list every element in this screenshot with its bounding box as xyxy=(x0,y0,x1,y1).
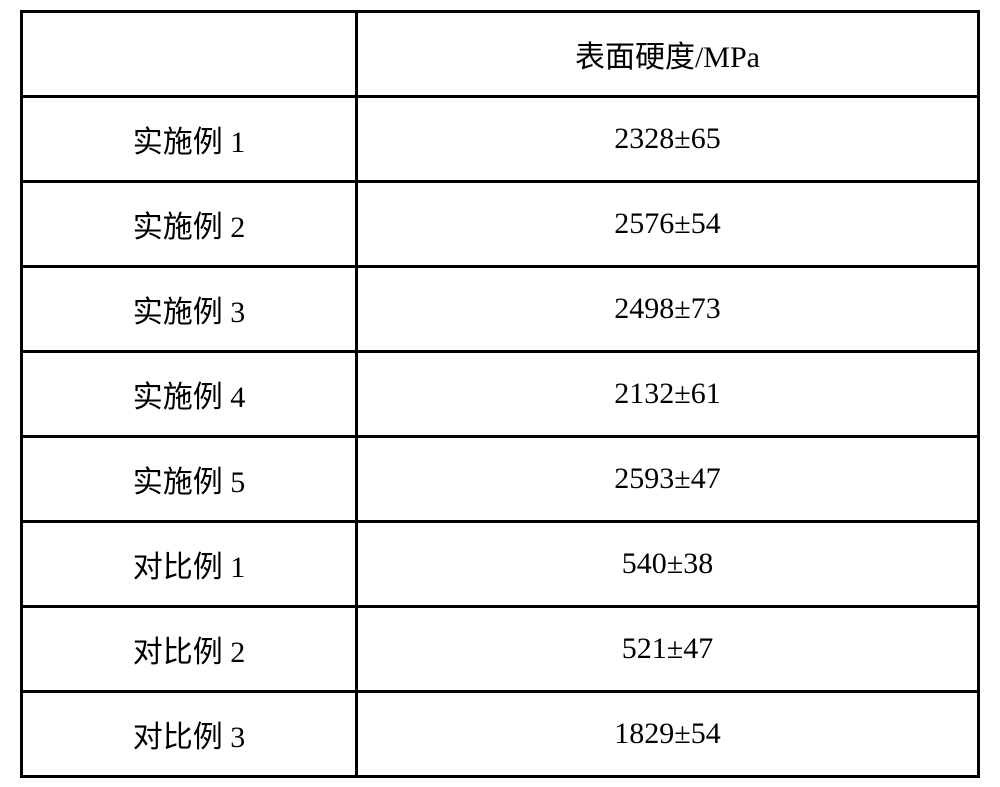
table-row: 对比例 1 540±38 xyxy=(22,521,979,606)
row-label-cell: 实施例 1 xyxy=(22,96,357,181)
table-row: 实施例 1 2328±65 xyxy=(22,96,979,181)
hardness-table: 表面硬度/MPa 实施例 1 2328±65 实施例 2 2576±54 实施例… xyxy=(20,10,980,778)
table-row: 实施例 5 2593±47 xyxy=(22,436,979,521)
row-value-cell: 2576±54 xyxy=(356,181,978,266)
header-empty-cell xyxy=(22,11,357,96)
row-value-cell: 2593±47 xyxy=(356,436,978,521)
row-value-cell: 1829±54 xyxy=(356,691,978,776)
row-value-cell: 540±38 xyxy=(356,521,978,606)
header-hardness-cell: 表面硬度/MPa xyxy=(356,11,978,96)
table-row: 实施例 3 2498±73 xyxy=(22,266,979,351)
row-label-cell: 实施例 2 xyxy=(22,181,357,266)
table-row: 实施例 2 2576±54 xyxy=(22,181,979,266)
table-row: 对比例 2 521±47 xyxy=(22,606,979,691)
row-label-cell: 对比例 1 xyxy=(22,521,357,606)
row-label-cell: 实施例 3 xyxy=(22,266,357,351)
table-header-row: 表面硬度/MPa xyxy=(22,11,979,96)
table-row: 对比例 3 1829±54 xyxy=(22,691,979,776)
row-label-cell: 对比例 2 xyxy=(22,606,357,691)
row-label-cell: 实施例 5 xyxy=(22,436,357,521)
row-value-cell: 2498±73 xyxy=(356,266,978,351)
row-label-cell: 实施例 4 xyxy=(22,351,357,436)
row-value-cell: 521±47 xyxy=(356,606,978,691)
row-label-cell: 对比例 3 xyxy=(22,691,357,776)
hardness-table-container: 表面硬度/MPa 实施例 1 2328±65 实施例 2 2576±54 实施例… xyxy=(20,10,980,778)
row-value-cell: 2328±65 xyxy=(356,96,978,181)
row-value-cell: 2132±61 xyxy=(356,351,978,436)
table-row: 实施例 4 2132±61 xyxy=(22,351,979,436)
